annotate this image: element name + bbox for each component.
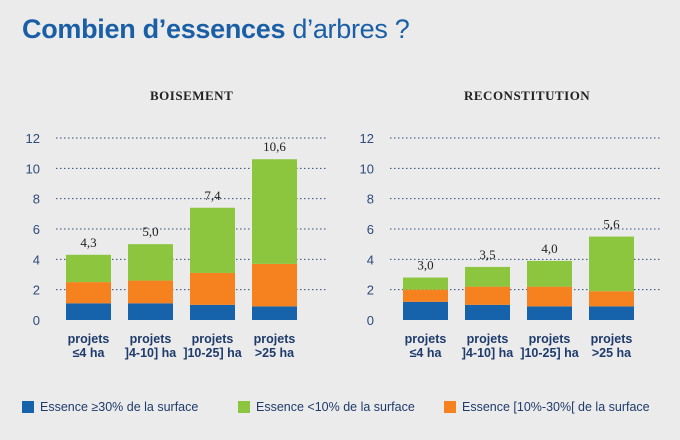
chart-title-reconstitution: RECONSTITUTION bbox=[464, 88, 591, 103]
bar-total-label: 3,0 bbox=[417, 258, 433, 273]
legend-label-dominant: Essence ≥30% de la surface bbox=[40, 400, 199, 414]
bar-total-label: 5,0 bbox=[142, 224, 158, 239]
y-tick-label: 6 bbox=[367, 222, 374, 237]
y-tick-label: 0 bbox=[33, 313, 40, 328]
y-tick-label: 4 bbox=[367, 252, 374, 267]
bar-total-label: 5,6 bbox=[603, 217, 620, 232]
y-tick-label: 4 bbox=[33, 252, 40, 267]
bar-segment bbox=[403, 289, 448, 302]
bar-total-label: 3,5 bbox=[479, 247, 495, 262]
legend-swatch-dominant bbox=[22, 401, 34, 413]
x-tick-label: ]4-10] ha bbox=[125, 346, 177, 360]
legend-swatch-minor bbox=[238, 401, 250, 413]
bar-segment bbox=[190, 207, 235, 273]
legend: Essence ≥30% de la surface Essence <10% … bbox=[22, 400, 680, 414]
bar-segment bbox=[66, 303, 111, 320]
x-tick-label: projets bbox=[130, 332, 172, 346]
bar-segment bbox=[465, 304, 510, 320]
y-tick-label: 10 bbox=[360, 161, 374, 176]
x-tick-label: ≤4 ha bbox=[410, 346, 443, 360]
chart-title-boisement: BOISEMENT bbox=[150, 88, 234, 103]
bar-segment bbox=[465, 266, 510, 287]
bar-segment bbox=[252, 159, 297, 264]
bar-total-label: 4,0 bbox=[541, 241, 557, 256]
bar-total-label: 7,4 bbox=[204, 188, 221, 203]
bar-segment bbox=[128, 303, 173, 320]
bar-segment bbox=[252, 263, 297, 307]
x-tick-label: projets bbox=[405, 332, 447, 346]
y-tick-label: 12 bbox=[26, 131, 40, 146]
x-tick-label: ]4-10] ha bbox=[462, 346, 514, 360]
y-tick-label: 2 bbox=[367, 283, 374, 298]
x-tick-label: ]10-25] ha bbox=[520, 346, 579, 360]
y-tick-label: 8 bbox=[33, 192, 40, 207]
x-tick-label: projets bbox=[254, 332, 296, 346]
x-tick-label: projets bbox=[467, 332, 509, 346]
x-tick-label: ]10-25] ha bbox=[183, 346, 242, 360]
y-tick-label: 0 bbox=[367, 313, 374, 328]
y-tick-label: 12 bbox=[360, 131, 374, 146]
x-tick-label: projets bbox=[529, 332, 571, 346]
bar-segment bbox=[527, 286, 572, 307]
title-rest: d’arbres ? bbox=[285, 14, 410, 44]
bar-segment bbox=[190, 304, 235, 320]
x-tick-label: projets bbox=[68, 332, 110, 346]
y-tick-label: 2 bbox=[33, 283, 40, 298]
bar-segment bbox=[66, 254, 111, 283]
x-tick-label: ≤4 ha bbox=[73, 346, 106, 360]
bar-segment bbox=[527, 306, 572, 320]
bar-segment bbox=[128, 244, 173, 281]
bar-segment bbox=[589, 291, 634, 307]
legend-label-minor: Essence <10% de la surface bbox=[256, 400, 415, 414]
x-tick-label: >25 ha bbox=[255, 346, 295, 360]
bar-segment bbox=[403, 301, 448, 320]
bar-segment bbox=[66, 282, 111, 304]
bar-segment bbox=[128, 280, 173, 304]
x-tick-label: projets bbox=[591, 332, 633, 346]
bar-total-label: 10,6 bbox=[263, 139, 286, 154]
legend-item-mid: Essence [10%-30%[ de la surface bbox=[444, 400, 650, 414]
bar-segment bbox=[465, 286, 510, 305]
bar-segment bbox=[190, 272, 235, 305]
bar-total-label: 4,3 bbox=[80, 235, 96, 250]
bar-segment bbox=[589, 236, 634, 292]
title-bold: Combien d’essences bbox=[22, 14, 286, 44]
bar-segment bbox=[527, 260, 572, 287]
y-tick-label: 8 bbox=[367, 192, 374, 207]
y-tick-label: 10 bbox=[26, 161, 40, 176]
bar-segment bbox=[589, 306, 634, 320]
y-tick-label: 6 bbox=[33, 222, 40, 237]
page-title: Combien d’essences d’arbres ? bbox=[22, 14, 410, 45]
legend-item-dominant: Essence ≥30% de la surface bbox=[22, 400, 238, 414]
legend-swatch-mid bbox=[444, 401, 456, 413]
bar-segment bbox=[403, 277, 448, 290]
x-tick-label: projets bbox=[192, 332, 234, 346]
legend-label-mid: Essence [10%-30%[ de la surface bbox=[462, 400, 650, 414]
legend-item-minor: Essence <10% de la surface bbox=[238, 400, 444, 414]
x-tick-label: >25 ha bbox=[592, 346, 632, 360]
bar-segment bbox=[252, 306, 297, 320]
